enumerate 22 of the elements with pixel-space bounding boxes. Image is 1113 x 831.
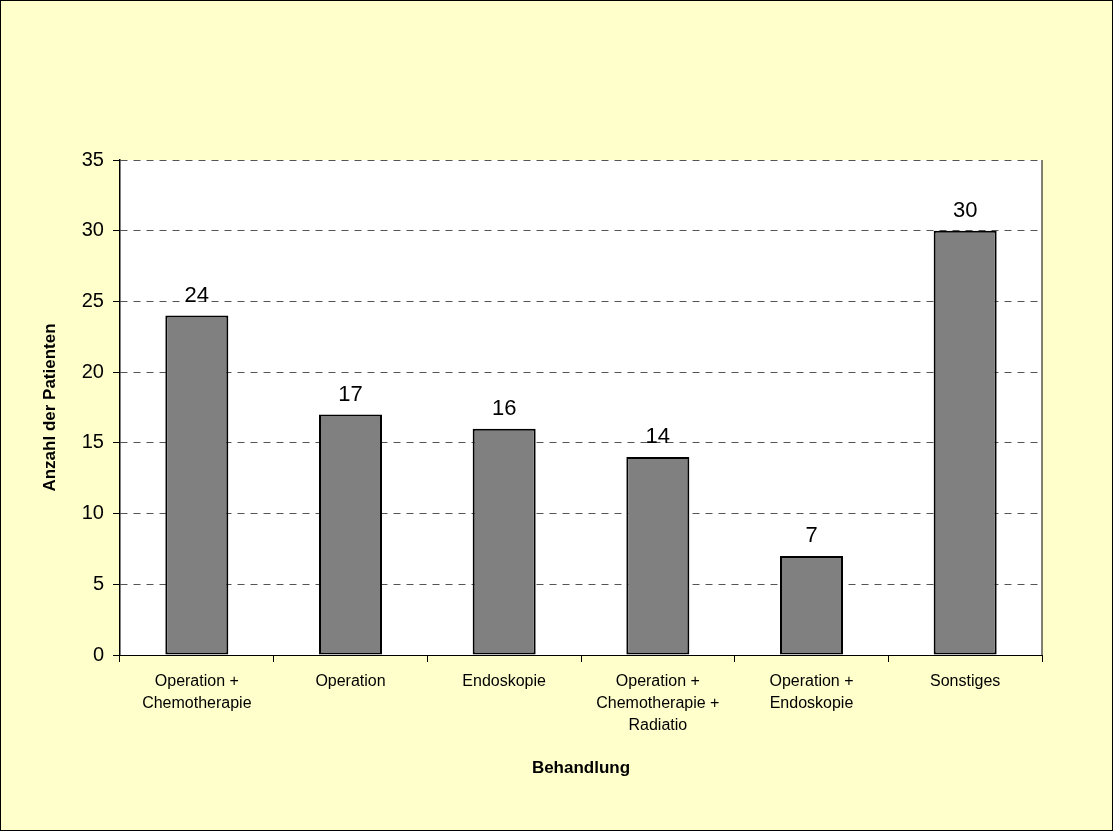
data-label: 14 xyxy=(645,423,671,449)
data-label: 30 xyxy=(952,196,978,222)
data-label: 17 xyxy=(338,380,363,406)
y-tick-label: 5 xyxy=(92,571,104,594)
y-tick-label: 20 xyxy=(81,359,104,382)
x-tick-label: Operation + Endoskopie xyxy=(769,671,854,712)
x-axis-title: Behandlung xyxy=(531,758,631,778)
data-label: 16 xyxy=(491,394,517,420)
y-tick-label: 0 xyxy=(92,642,104,665)
x-tick-label: Sonstiges xyxy=(930,671,1001,689)
x-tick-label: Operation + Chemotherapie xyxy=(142,671,252,712)
y-axis-title: Anzahl der Patienten xyxy=(39,323,59,492)
y-tick-label: 30 xyxy=(81,218,104,241)
y-tick-label: 10 xyxy=(81,501,104,524)
x-tick-label: Operation xyxy=(315,671,386,689)
x-tick-label: Endoskopie xyxy=(462,671,547,689)
data-label: 7 xyxy=(805,522,818,548)
y-tick-label: 25 xyxy=(81,288,104,311)
x-tick-label: Operation + Chemotherapie + Radiatio xyxy=(596,671,720,734)
y-tick-label: 15 xyxy=(81,430,104,453)
y-tick-label: 35 xyxy=(81,147,104,170)
data-label: 24 xyxy=(184,281,210,307)
